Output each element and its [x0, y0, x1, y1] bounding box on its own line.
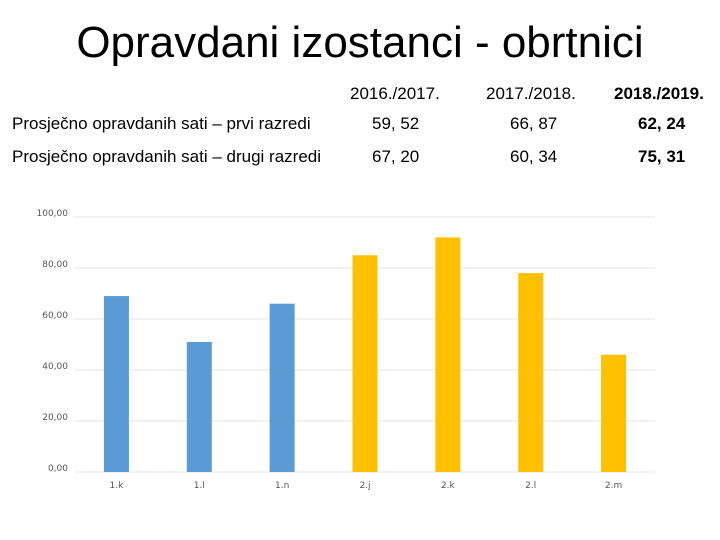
y-tick-label: 0,00	[48, 464, 68, 474]
x-tick-label: 1.k	[110, 481, 125, 491]
x-tick-label: 1.n	[275, 481, 289, 491]
x-tick-label: 1.l	[194, 481, 205, 491]
cell-first-2018: 62, 24	[638, 114, 686, 133]
y-tick-label: 60,00	[42, 311, 68, 321]
bar-2m	[601, 354, 627, 472]
bar-1l	[186, 341, 212, 472]
y-tick-label: 20,00	[42, 413, 68, 423]
table-header-2018-2019: 2018./2019.	[614, 84, 704, 103]
slide-title: Opravdani izostanci - obrtnici	[76, 18, 644, 67]
summary-table: 2016./2017. 2017./2018. 2018./2019. Pros…	[0, 78, 720, 178]
table-header-2016-2017: 2016./2017.	[350, 84, 440, 103]
x-tick-label: 2.j	[359, 481, 370, 491]
absence-bar-chart: 0,00 20,00 40,00 60,00 80,00 100,00 1.k 1.l 1.n 2…	[37, 209, 655, 491]
bar-2k	[435, 237, 461, 472]
cell-second-2016: 67, 20	[372, 147, 420, 166]
table-header-2017-2018: 2017./2018.	[486, 84, 576, 103]
y-tick-label: 40,00	[42, 362, 68, 372]
y-tick-label: 80,00	[42, 260, 68, 270]
cell-second-2018: 75, 31	[638, 147, 686, 166]
bar-1k	[103, 296, 129, 472]
cell-first-2016: 59, 52	[372, 114, 420, 133]
bar-2l	[518, 273, 544, 472]
row-label-first-grades: Prosječno opravdanih sati – prvi razredi	[12, 114, 311, 133]
x-tick-label: 2.l	[525, 481, 536, 491]
bar-2j	[352, 255, 378, 472]
cell-first-2017: 66, 87	[510, 114, 558, 133]
row-label-second-grades: Prosječno opravdanih sati – drugi razred…	[12, 147, 322, 166]
y-tick-label: 100,00	[37, 209, 69, 219]
cell-second-2017: 60, 34	[510, 147, 558, 166]
bar-1n	[269, 303, 295, 472]
x-tick-label: 2.k	[441, 481, 456, 491]
x-tick-label: 2.m	[605, 481, 622, 491]
